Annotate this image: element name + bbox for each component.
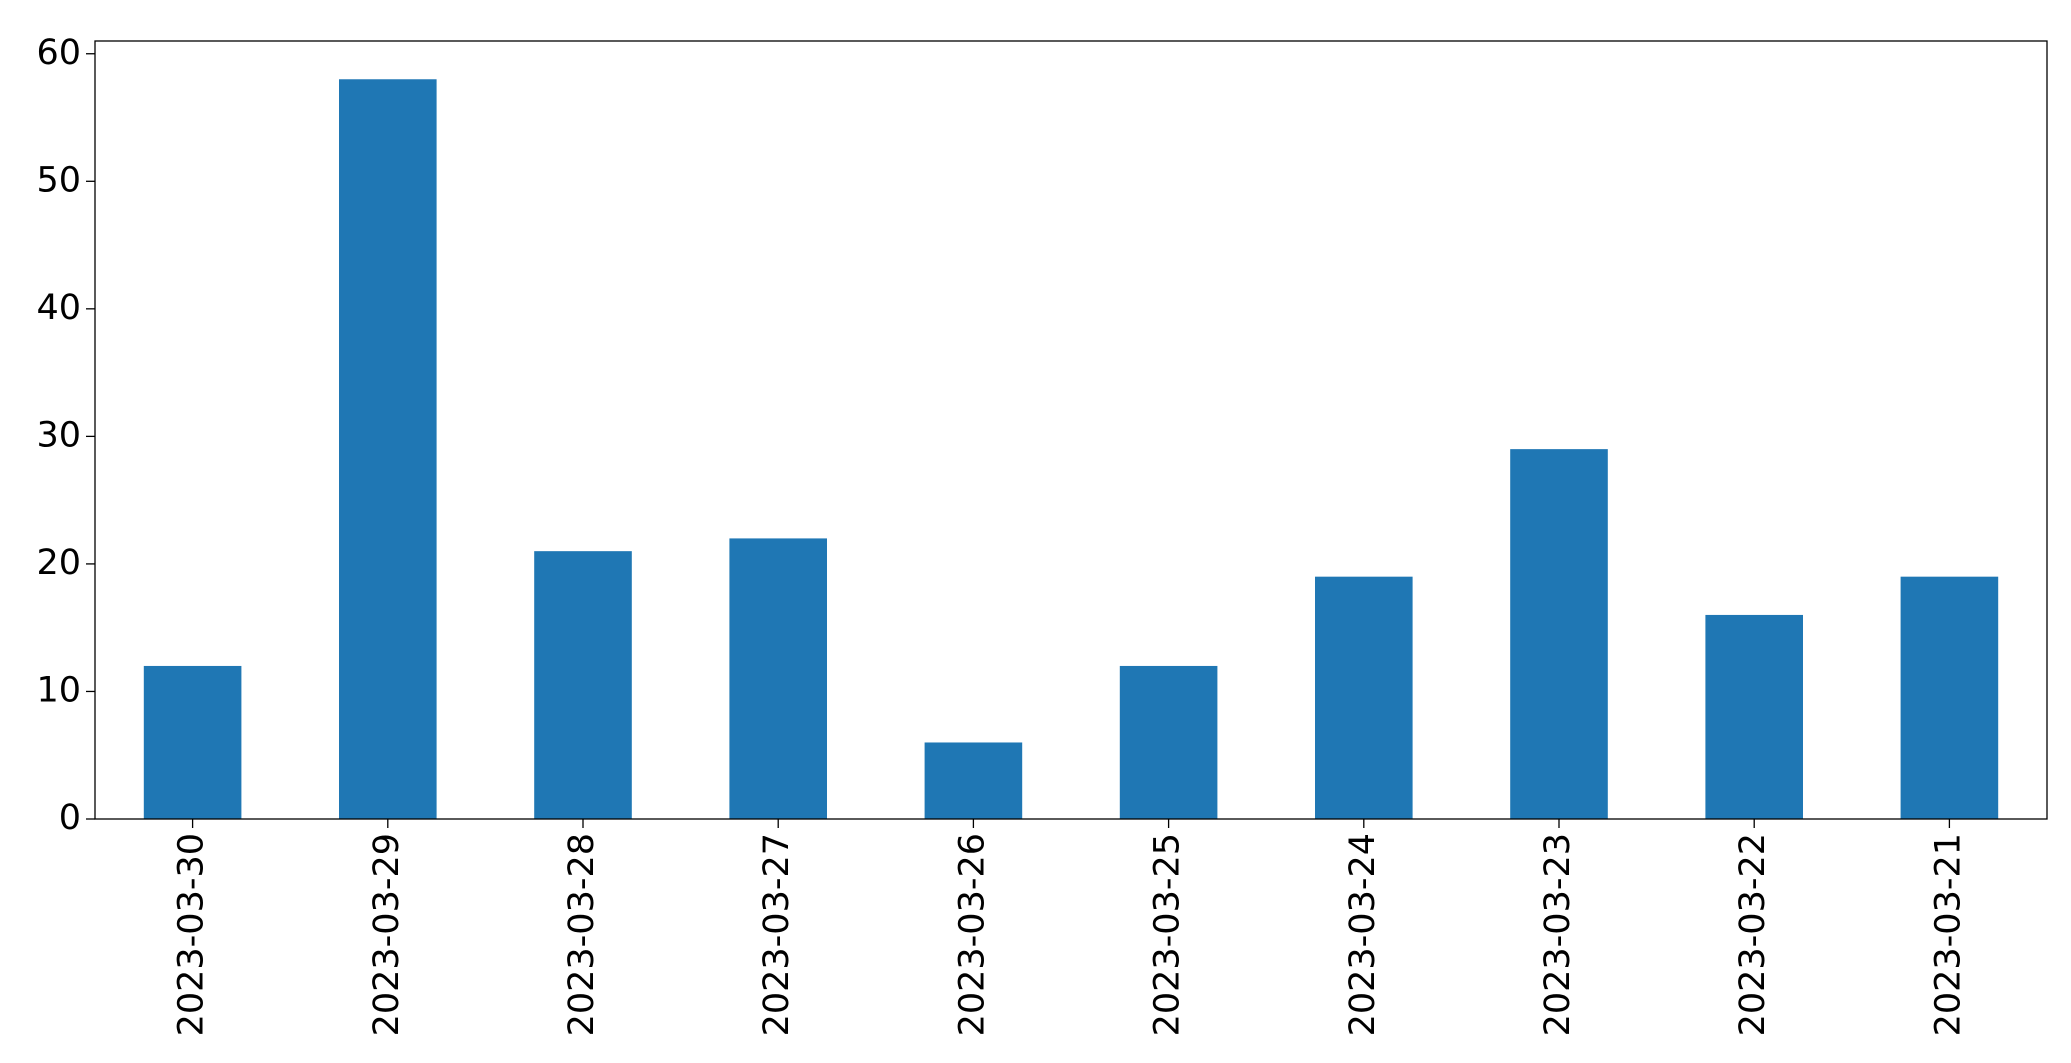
bar <box>1315 576 1413 819</box>
x-tick-label: 2023-03-25 <box>1148 833 1188 1036</box>
bar <box>143 665 242 819</box>
x-tick-label: 2023-03-22 <box>1733 833 1773 1036</box>
bar <box>1510 449 1608 819</box>
x-tick-label: 2023-03-27 <box>757 833 797 1036</box>
y-tick-label: 50 <box>36 160 81 200</box>
y-tick-label: 40 <box>36 288 81 328</box>
bar <box>1705 614 1803 819</box>
y-tick-label: 30 <box>36 415 81 455</box>
bar <box>534 551 632 819</box>
y-tick-label: 60 <box>36 33 81 73</box>
x-tick-label: 2023-03-24 <box>1343 833 1383 1036</box>
y-tick-label: 20 <box>36 543 81 583</box>
x-tick-label: 2023-03-28 <box>562 833 602 1036</box>
bar <box>1119 665 1218 819</box>
x-tick-label: 2023-03-30 <box>172 833 212 1036</box>
x-tick-label: 2023-03-23 <box>1538 833 1578 1036</box>
bar <box>924 742 1023 819</box>
x-tick-label: 2023-03-21 <box>1928 833 1968 1036</box>
bar <box>339 79 437 819</box>
y-tick-label: 0 <box>59 798 81 838</box>
x-tick-label: 2023-03-29 <box>367 833 407 1036</box>
bar <box>1900 576 1999 819</box>
plot-frame <box>94 40 2048 820</box>
bar <box>729 538 827 819</box>
y-tick-label: 10 <box>36 670 81 710</box>
x-tick-label: 2023-03-26 <box>952 833 992 1036</box>
